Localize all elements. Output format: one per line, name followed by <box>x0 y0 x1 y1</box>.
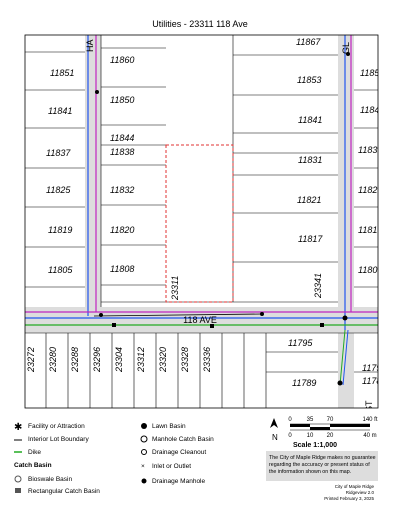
lot-label: 11838 <box>110 147 134 157</box>
legend-label: Interior Lot Boundary <box>28 436 89 443</box>
scale-ft: 140 ft <box>362 417 377 423</box>
lot-label: 23272 <box>26 347 36 373</box>
disclaimer: The City of Maple Ridge makes no guarant… <box>269 455 376 475</box>
lot-label: 23280 <box>48 347 58 373</box>
lot-label: 1182 <box>358 185 377 195</box>
lot-label: 11789 <box>292 378 316 388</box>
lot-label: 11841 <box>48 106 72 116</box>
lot-label: 11844 <box>110 133 134 143</box>
lot-label: 1179 <box>362 363 381 373</box>
legend: ✱ × <box>14 422 148 493</box>
street-name: 118 AVE <box>183 315 217 325</box>
lot-label: 11820 <box>110 225 134 235</box>
lot-label: 11819 <box>48 225 72 235</box>
lot-label: 23336 <box>202 347 212 373</box>
scale-ft: 35 <box>307 417 314 423</box>
lot-label: 11853 <box>297 75 321 85</box>
legend-label: Dike <box>28 449 41 456</box>
legend-label: Bioswale Basin <box>28 476 72 483</box>
lot-label: 11795 <box>288 338 313 348</box>
scale-bar <box>270 418 370 431</box>
lot-label: 11817 <box>298 234 323 244</box>
lot-label: 11808 <box>110 264 134 274</box>
lot-label: 11805 <box>48 265 73 275</box>
lot-label: 23341 <box>313 273 323 299</box>
lot-label: 11831 <box>298 155 322 165</box>
lot-label: 23311 <box>170 276 180 301</box>
legend-label: Facility or Attraction <box>28 423 85 430</box>
legend-label: Inlet or Outlet <box>152 463 191 470</box>
legend-label: Lawn Basin <box>152 423 186 430</box>
footer-line: City of Maple Ridge <box>335 484 375 489</box>
lot-label: 11841 <box>298 115 322 125</box>
lot-label: 1178 <box>362 376 381 386</box>
legend-heading: Catch Basin <box>14 462 52 469</box>
scale-ratio: Scale 1:1,000 <box>293 442 337 449</box>
lot-label: 1185 <box>360 68 380 78</box>
svg-text:×: × <box>141 463 145 470</box>
lot-label: 11825 <box>46 185 71 195</box>
north: N <box>272 433 278 442</box>
lot-label: 1180 <box>358 265 377 275</box>
scale-m: 20 <box>327 433 334 439</box>
lot-label: 23312 <box>136 347 146 373</box>
lot-label: 1184 <box>360 105 379 115</box>
lot-label: 11850 <box>110 95 134 105</box>
scale-m: 10 <box>307 433 314 439</box>
legend-label: Manhole Catch Basin <box>152 436 214 443</box>
disclaimer-box <box>266 451 378 481</box>
street-name: HA <box>85 39 95 52</box>
lot-label: 11867 <box>296 37 321 47</box>
lot-label: 11821 <box>297 195 321 205</box>
scale-ft: 0 <box>288 417 292 423</box>
scale-m: 0 <box>288 433 292 439</box>
scale-m: 40 m <box>363 433 376 439</box>
lot-label: 23288 <box>70 347 80 373</box>
lot-label: 11832 <box>110 185 134 195</box>
lot-label: 1183 <box>358 145 377 155</box>
svg-text:✱: ✱ <box>14 422 22 433</box>
legend-label: Rectangular Catch Basin <box>28 488 100 495</box>
lot-label: 1181 <box>358 225 377 235</box>
lot-label: 23320 <box>158 347 168 373</box>
street-name: ST <box>364 400 374 412</box>
lot-label: 11837 <box>46 148 71 158</box>
street-name: GL <box>341 42 351 54</box>
lot-label: 11851 <box>50 68 74 78</box>
footer-line: Printed February 3, 2025 <box>324 496 374 501</box>
lot-label: 11860 <box>110 55 134 65</box>
scale-ft: 70 <box>327 417 334 423</box>
lot-label: 23296 <box>92 347 102 373</box>
lot-label: 23328 <box>180 347 190 373</box>
map: 11851 11841 11837 11825 11819 11805 11860 11850… <box>25 35 381 412</box>
legend-label: Drainage Manhole <box>152 478 206 485</box>
lot-label: 23304 <box>114 347 124 373</box>
footer-line: Ridgeview 2.0 <box>346 490 375 495</box>
title: Utilities - 23311 118 Ave <box>152 19 248 29</box>
legend-label: Drainage Cleanout <box>152 449 206 456</box>
